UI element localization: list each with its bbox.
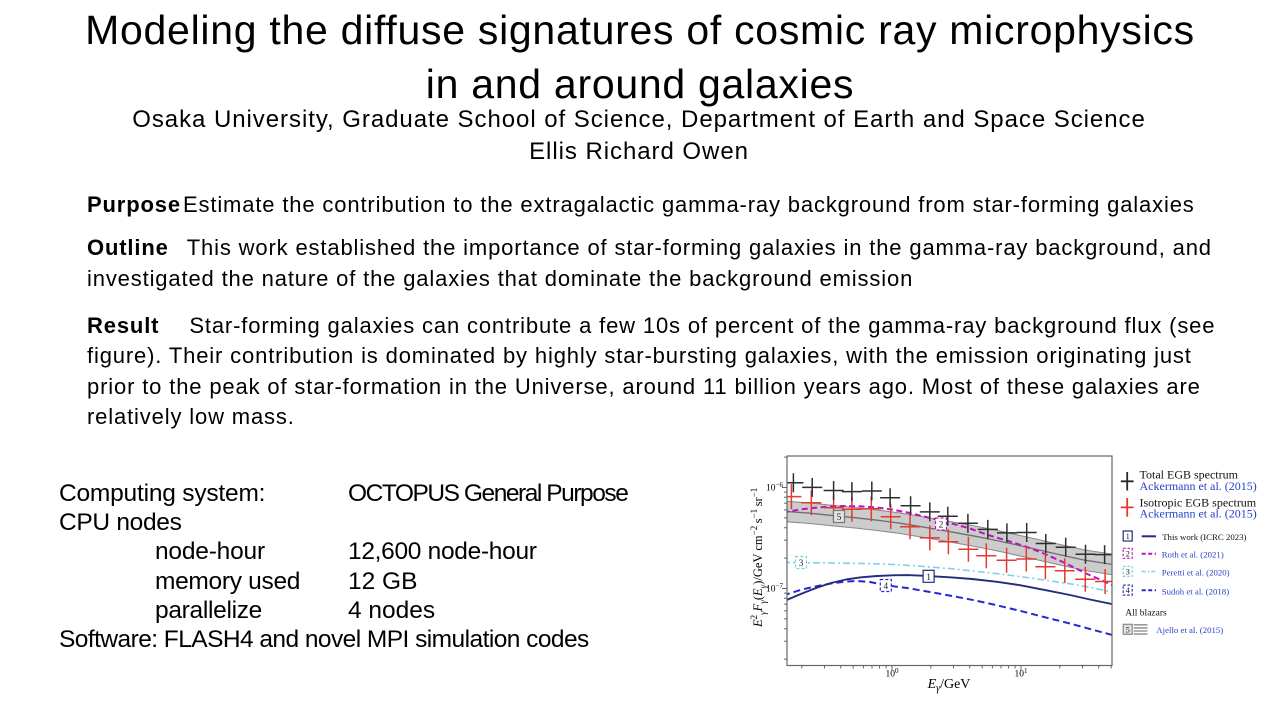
- svg-text:4: 4: [883, 582, 888, 592]
- svg-text:10−7: 10−7: [766, 582, 783, 595]
- svg-text:Ackermann et al. (2015): Ackermann et al. (2015): [1140, 506, 1257, 520]
- svg-text:Ackermann et al. (2015): Ackermann et al. (2015): [1140, 479, 1257, 493]
- svg-text:1: 1: [1126, 531, 1130, 541]
- svg-text:2: 2: [1126, 548, 1130, 558]
- svg-text:All blazars: All blazars: [1125, 609, 1167, 619]
- svg-text:1: 1: [926, 573, 931, 583]
- svg-text:Roth et al. (2021): Roth et al. (2021): [1162, 549, 1224, 559]
- svg-text:5: 5: [1126, 624, 1130, 634]
- svg-text:3: 3: [1126, 566, 1130, 576]
- svg-text:4: 4: [1126, 585, 1131, 595]
- svg-text:2: 2: [939, 521, 944, 531]
- svg-text:Eγ/GeV: Eγ/GeV: [927, 677, 971, 694]
- svg-text:10−6: 10−6: [766, 481, 783, 494]
- svg-text:100: 100: [886, 667, 900, 680]
- svg-text:E2γFγ(Eγ)/GeV cm−2 s−1 sr−1: E2γFγ(Eγ)/GeV cm−2 s−1 sr−1: [749, 488, 768, 628]
- svg-text:101: 101: [1015, 667, 1029, 680]
- svg-text:Total EGB spectrum: Total EGB spectrum: [1140, 468, 1239, 482]
- svg-text:Ajello et al. (2015): Ajello et al. (2015): [1156, 625, 1223, 635]
- svg-text:Peretti et al. (2020): Peretti et al. (2020): [1162, 568, 1230, 578]
- svg-text:Isotropic EGB spectrum: Isotropic EGB spectrum: [1140, 495, 1257, 509]
- svg-text:3: 3: [799, 559, 804, 569]
- svg-text:This work (ICRC 2023): This work (ICRC 2023): [1162, 532, 1246, 542]
- svg-text:5: 5: [837, 513, 842, 523]
- svg-text:Sudoh et al. (2018): Sudoh et al. (2018): [1162, 586, 1230, 596]
